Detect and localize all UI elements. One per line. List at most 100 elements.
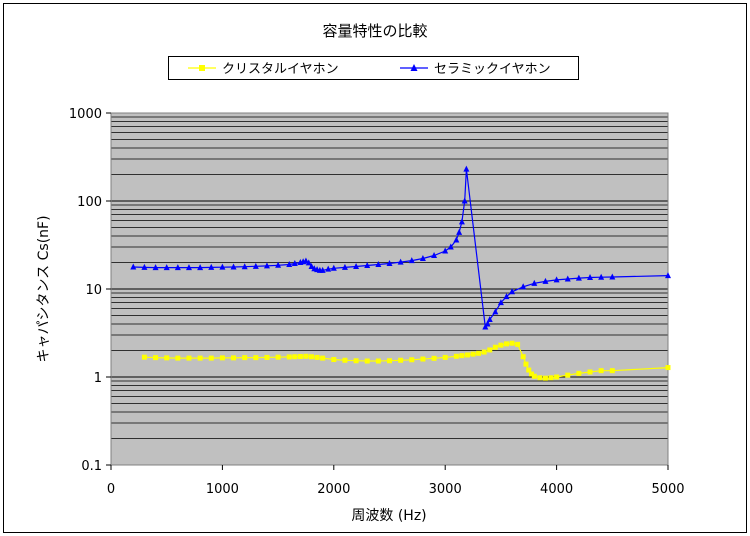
data-point — [456, 228, 463, 235]
data-point — [141, 263, 148, 270]
data-point — [442, 354, 448, 360]
data-point — [497, 299, 504, 306]
data-point — [486, 316, 493, 323]
data-point — [353, 358, 359, 364]
data-point — [309, 354, 315, 360]
data-point — [375, 260, 382, 267]
data-point — [461, 197, 468, 204]
data-point — [523, 361, 529, 367]
data-point — [587, 369, 593, 375]
data-point — [330, 264, 337, 271]
data-point — [609, 273, 616, 280]
data-point — [576, 370, 582, 376]
data-point — [197, 264, 204, 271]
data-point — [531, 373, 537, 379]
data-point — [291, 259, 298, 266]
data-point — [431, 355, 437, 361]
data-point — [375, 358, 381, 364]
data-point — [331, 357, 337, 363]
data-point — [197, 355, 203, 361]
data-point — [320, 355, 326, 361]
legend-marker-ceramic — [410, 64, 418, 71]
data-point — [531, 279, 538, 286]
data-point — [520, 283, 527, 290]
y-tick-label: 1000 — [69, 107, 102, 122]
data-point — [419, 255, 426, 262]
x-tick-label: 3000 — [429, 482, 462, 497]
data-point — [458, 218, 465, 225]
data-point — [264, 354, 270, 360]
data-point — [548, 375, 554, 381]
legend-label-crystal: クリスタルイヤホン — [222, 62, 339, 77]
data-point — [286, 260, 293, 267]
legend-label-ceramic: セラミックイヤホン — [434, 62, 551, 77]
x-tick-label: 1000 — [206, 482, 239, 497]
data-point — [453, 353, 459, 359]
data-point — [447, 243, 454, 250]
legend-marker-crystal — [199, 65, 205, 71]
data-point — [509, 340, 515, 346]
data-point — [420, 356, 426, 362]
data-point — [219, 355, 225, 361]
data-point — [598, 273, 605, 280]
data-point — [492, 308, 499, 315]
data-point — [164, 355, 170, 361]
data-point — [286, 354, 292, 360]
x-axis-label: 周波数 (Hz) — [351, 508, 426, 524]
data-point — [364, 358, 370, 364]
data-point — [252, 262, 259, 269]
data-point — [303, 353, 309, 359]
y-tick-label: 100 — [77, 195, 102, 210]
data-point — [498, 342, 504, 348]
data-point — [476, 350, 482, 356]
x-tick-label: 0 — [107, 482, 115, 497]
data-point — [492, 344, 498, 350]
data-point — [275, 354, 281, 360]
data-point — [292, 354, 298, 360]
chart-title: 容量特性の比較 — [322, 22, 427, 40]
data-point — [242, 355, 248, 361]
data-point — [153, 355, 159, 361]
data-point — [665, 365, 671, 371]
y-tick-label: 1 — [94, 371, 102, 386]
data-point — [529, 371, 535, 377]
data-point — [314, 354, 320, 360]
data-point — [387, 358, 392, 364]
data-point — [342, 357, 348, 363]
y-tick-label: 0.1 — [81, 459, 102, 474]
data-point — [565, 372, 571, 378]
series-line — [133, 169, 669, 329]
data-point — [174, 264, 181, 271]
data-point — [397, 258, 404, 265]
series-layer — [130, 165, 671, 381]
data-point — [587, 274, 594, 281]
data-point — [575, 274, 582, 281]
data-point — [398, 357, 404, 363]
series-ceramic — [130, 165, 671, 330]
data-point — [442, 247, 449, 254]
data-point — [253, 355, 259, 361]
data-point — [208, 355, 214, 361]
data-point — [598, 368, 604, 374]
data-point — [364, 261, 371, 268]
data-point — [263, 262, 270, 269]
data-point — [542, 277, 549, 284]
data-point — [453, 236, 460, 243]
data-point — [325, 265, 332, 272]
data-point — [459, 353, 465, 359]
data-point — [609, 368, 615, 374]
data-point — [509, 288, 516, 295]
data-point — [185, 264, 192, 271]
x-tick-label: 2000 — [317, 482, 350, 497]
data-point — [553, 276, 560, 283]
data-point — [665, 272, 671, 279]
data-point — [175, 355, 181, 361]
data-point — [241, 263, 248, 270]
data-point — [141, 354, 147, 360]
data-point — [503, 341, 509, 347]
legend: クリスタルイヤホン セラミックイヤホン — [168, 56, 579, 80]
data-point — [537, 375, 543, 381]
data-point — [130, 263, 137, 270]
data-point — [231, 355, 237, 361]
